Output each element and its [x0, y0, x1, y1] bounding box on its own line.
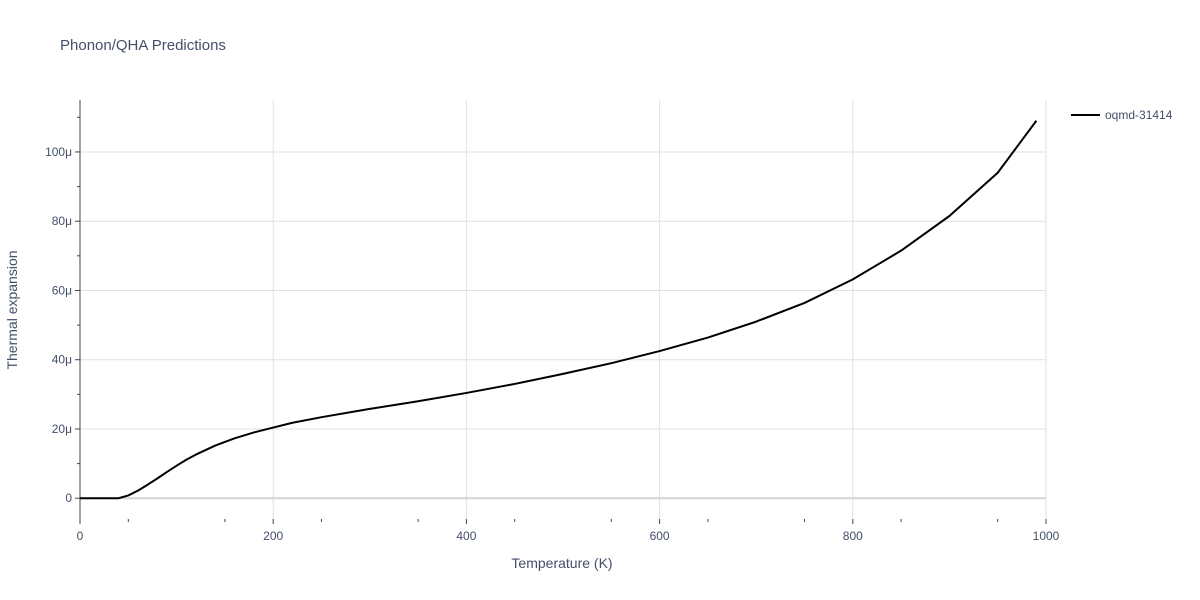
series-layer — [80, 120, 1038, 500]
y-tick-label: 80μ — [52, 214, 72, 228]
y-tick-label: 100μ — [45, 145, 72, 159]
x-tick-label: 0 — [77, 529, 84, 543]
x-axis-title: Temperature (K) — [511, 555, 612, 571]
y-tick-label: 60μ — [52, 283, 72, 297]
y-axis-title: Thermal expansion — [4, 250, 20, 369]
x-tick-label: 400 — [456, 529, 476, 543]
y-tick-label: 20μ — [52, 422, 72, 436]
x-tick-label: 800 — [843, 529, 863, 543]
legend-item-label: oqmd-31414 — [1105, 108, 1173, 122]
x-tick-label: 200 — [263, 529, 283, 543]
x-tick-label: 600 — [650, 529, 670, 543]
legend[interactable]: oqmd-31414 — [1071, 108, 1173, 122]
y-tick-label: 40μ — [52, 353, 72, 367]
y-tick-label: 0 — [65, 491, 72, 505]
x-tick-label: 1000 — [1033, 529, 1060, 543]
chart-title: Phonon/QHA Predictions — [60, 37, 226, 54]
gridlines — [80, 100, 1047, 519]
axes: 0 20μ 40μ 60μ 80μ 100μ 0 200 400 600 800 1000 — [45, 100, 1060, 543]
series-line-oqmd-31414 — [80, 120, 1038, 500]
